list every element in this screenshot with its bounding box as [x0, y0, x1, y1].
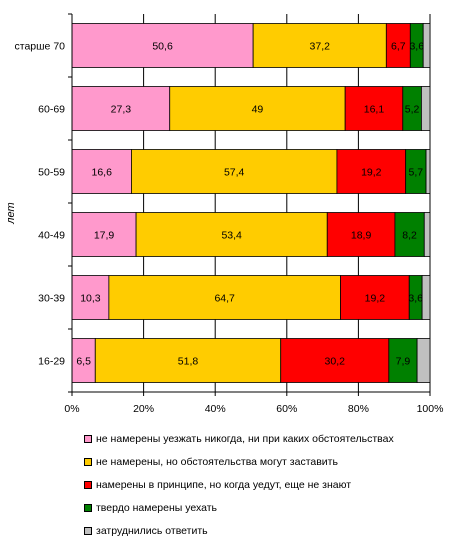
bar-segment — [416, 338, 431, 383]
data-label: 64,7 — [214, 293, 235, 305]
bar-segment — [344, 86, 404, 131]
legend-label: твердо намерены уехать — [96, 501, 217, 514]
bar-segment — [421, 275, 431, 320]
legend-label: затруднились ответить — [96, 524, 208, 537]
bar-segment — [425, 149, 431, 194]
x-tick-label: 60% — [276, 403, 297, 415]
bar-segment — [388, 338, 418, 383]
data-label: 6,7 — [391, 41, 406, 53]
stacked-bar-chart: 50,6 37,2 6,7 3,627,3 49 16,1 5,216,6 57,4 19,2 5… — [5, 13, 444, 415]
bar-segment — [71, 23, 254, 68]
data-label: 16,6 — [91, 167, 112, 179]
legend-label: не намерены, но обстоятельства могут зас… — [96, 455, 338, 468]
legend-swatch — [84, 480, 92, 489]
bar-segment — [421, 86, 431, 131]
category-label: 16-29 — [38, 356, 65, 368]
legend-label: не намерены уезжать никогда, ни при каки… — [96, 432, 394, 445]
data-label: 17,9 — [94, 230, 115, 242]
gridlines — [143, 14, 431, 392]
y-axis-title: лет — [5, 202, 17, 224]
bar-segment — [131, 149, 338, 194]
bar-segment — [94, 338, 282, 383]
bar-segment — [71, 212, 137, 257]
legend-item-undecided: затруднились ответить — [84, 522, 394, 540]
data-label: 49 — [252, 104, 264, 116]
axes: старше 70 60-69 50-59 40-49 30-39 16-29 0% 20% 4… — [15, 13, 444, 415]
data-label: 5,2 — [405, 104, 420, 116]
legend-swatch — [84, 457, 92, 466]
x-tick-label: 80% — [348, 403, 369, 415]
data-label: 27,3 — [111, 104, 132, 116]
x-tick-label: 0% — [64, 403, 79, 415]
data-label: 51,8 — [178, 356, 199, 368]
legend-swatch — [84, 434, 92, 443]
bar-segment — [326, 212, 396, 257]
data-label: 5,7 — [409, 167, 424, 179]
data-label: 3,6 — [408, 293, 423, 305]
legend-swatch — [84, 526, 92, 535]
category-label: 50-59 — [38, 167, 65, 179]
data-label: 18,9 — [351, 230, 372, 242]
data-label: 16,1 — [364, 104, 385, 116]
data-label: 50,6 — [152, 41, 173, 53]
bar-segment — [422, 23, 431, 68]
category-label: 30-39 — [38, 293, 65, 305]
data-label: 53,4 — [221, 230, 242, 242]
category-label: старше 70 — [15, 41, 66, 53]
x-tick-label: 100% — [417, 403, 444, 415]
bar-segment — [252, 23, 387, 68]
x-tick-label: 20% — [133, 403, 154, 415]
legend-item-circumstances: не намерены, но обстоятельства могут зас… — [84, 453, 394, 471]
data-label: 57,4 — [224, 167, 245, 179]
data-label: 8,2 — [402, 230, 417, 242]
category-label: 60-69 — [38, 104, 65, 116]
bar-segment — [280, 338, 390, 383]
legend-item-never: не намерены уезжать никогда, ни при каки… — [84, 430, 394, 448]
data-label: 3,6 — [409, 41, 424, 53]
data-label: 6,5 — [76, 356, 91, 368]
data-label: 30,2 — [325, 356, 346, 368]
x-tick-label: 40% — [205, 403, 226, 415]
data-label: 7,9 — [396, 356, 411, 368]
legend-item-in-principle: намерены в принципе, но когда уедут, еще… — [84, 476, 394, 494]
bar-segment — [336, 149, 407, 194]
data-label: 10,3 — [80, 293, 101, 305]
bar-segment — [340, 275, 410, 320]
bars: 50,6 37,2 6,7 3,627,3 49 16,1 5,216,6 57,4 19,2 5… — [71, 23, 431, 383]
legend: не намерены уезжать никогда, ни при каки… — [84, 430, 394, 545]
legend-item-firmly: твердо намерены уехать — [84, 499, 394, 517]
data-label: 19,2 — [365, 293, 386, 305]
legend-swatch — [84, 503, 92, 512]
bar-segment — [169, 86, 346, 131]
bar-segment — [423, 212, 431, 257]
bar-segment — [135, 212, 328, 257]
category-label: 40-49 — [38, 230, 65, 242]
legend-label: намерены в принципе, но когда уедут, еще… — [96, 478, 352, 491]
data-label: 19,2 — [361, 167, 382, 179]
data-label: 37,2 — [310, 41, 331, 53]
